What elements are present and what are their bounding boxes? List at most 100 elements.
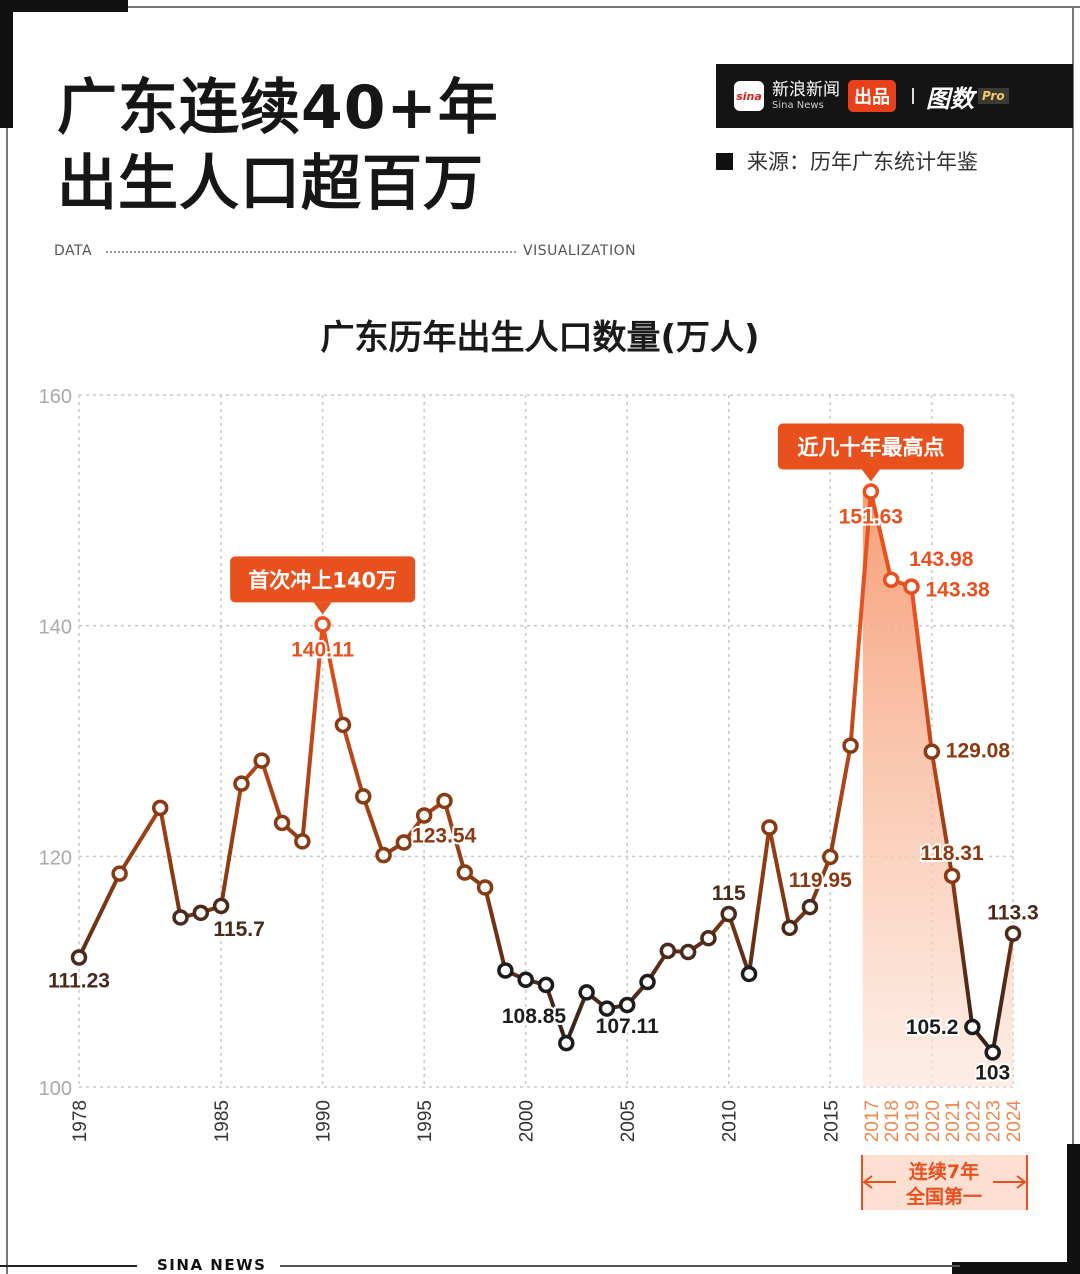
data-label: 118.31 xyxy=(921,842,984,865)
data-label: 151.63 xyxy=(839,506,903,529)
footer-line-right xyxy=(280,1265,960,1267)
x-tick-label: 2020 xyxy=(923,1100,944,1142)
data-point xyxy=(781,919,798,937)
data-point xyxy=(314,616,331,633)
data-point xyxy=(456,864,474,881)
data-label: 143.98 xyxy=(909,548,974,571)
data-label: 140.11 xyxy=(291,638,354,661)
data-label: 119.95 xyxy=(789,869,852,892)
data-point xyxy=(497,962,514,979)
x-tick-label: 2018 xyxy=(882,1100,903,1142)
pro-badge: Pro xyxy=(978,88,1009,104)
data-point xyxy=(476,879,494,896)
data-point xyxy=(700,929,717,947)
footer-brand: SINA NEWS xyxy=(157,1256,267,1274)
data-point xyxy=(822,848,839,866)
x-tick-label: 1990 xyxy=(314,1100,335,1142)
source-note: 来源：历年广东统计年鉴 xyxy=(716,146,978,176)
data-point xyxy=(151,799,169,817)
visualization-label: VISUALIZATION xyxy=(523,243,637,259)
sina-brand: 新浪新闻 Sina News xyxy=(772,79,840,111)
y-tick-label: 140 xyxy=(39,617,72,639)
sina-brand-en: Sina News xyxy=(772,99,824,111)
data-point xyxy=(740,965,758,983)
frame-corner-left xyxy=(0,0,13,128)
data-point xyxy=(801,898,819,916)
callout-first-140: 首次冲上140万 xyxy=(230,556,416,615)
data-point xyxy=(436,792,453,810)
x-tick-label: 1985 xyxy=(212,1100,233,1142)
frame-right-line xyxy=(1072,6,1074,1146)
x-tick-label: 2000 xyxy=(517,1100,538,1142)
callout-highest: 近几十年最高点 xyxy=(777,423,964,482)
x-tick-label: 1978 xyxy=(70,1100,91,1142)
data-point xyxy=(842,737,859,754)
frame-corner-bottom-right xyxy=(1067,1144,1080,1274)
data-point xyxy=(233,775,250,792)
data-point xyxy=(70,949,88,966)
data-label: 113.3 xyxy=(987,902,1038,925)
sina-brand-cn: 新浪新闻 xyxy=(772,79,840,100)
x-tick-label: 2019 xyxy=(902,1100,923,1142)
data-point xyxy=(558,1034,575,1052)
data-label: 115 xyxy=(712,882,746,905)
data-label: 123.54 xyxy=(412,825,477,848)
data-label: 143.38 xyxy=(925,579,990,602)
frame-left-line xyxy=(6,128,8,1274)
data-point xyxy=(172,909,189,926)
data-point xyxy=(192,904,210,922)
data-label: 107.11 xyxy=(596,1015,659,1038)
x-tick-label: 2022 xyxy=(963,1100,984,1142)
x-tick-label: 2023 xyxy=(984,1100,1005,1142)
data-point xyxy=(355,788,372,805)
data-point xyxy=(639,973,656,991)
footer-line-left xyxy=(0,1265,137,1267)
x-tick-label: 2024 xyxy=(1004,1100,1025,1143)
data-label: 115.7 xyxy=(213,918,264,941)
data-point xyxy=(578,984,595,1001)
x-tick-label: 2005 xyxy=(618,1100,639,1142)
svg-text:连续7年: 连续7年 xyxy=(909,1160,979,1183)
title-line-2: 出生人口超百万 xyxy=(57,149,484,219)
brand-bar: sina 新浪新闻 Sina News 出品 图数 Pro xyxy=(716,64,1073,128)
source-text: 来源：历年广东统计年鉴 xyxy=(747,150,978,174)
svg-text:全国第一: 全国第一 xyxy=(905,1185,982,1208)
data-point xyxy=(720,905,737,923)
square-bullet-icon xyxy=(716,152,733,170)
data-point xyxy=(903,578,920,595)
data-point xyxy=(212,897,230,915)
data-point xyxy=(882,571,900,589)
sina-logo-icon: sina xyxy=(734,81,764,111)
frame-top-line xyxy=(128,6,1080,8)
data-point xyxy=(618,996,636,1014)
data-point xyxy=(334,716,352,734)
frame-corner-top xyxy=(0,0,128,12)
produced-badge: 出品 xyxy=(848,80,896,112)
data-point xyxy=(984,1044,1001,1061)
x-tick-label: 2021 xyxy=(943,1100,964,1142)
data-point xyxy=(294,833,311,850)
data-point xyxy=(395,834,413,851)
data-label: DATA xyxy=(54,243,93,259)
data-point xyxy=(517,971,534,988)
y-tick-label: 120 xyxy=(39,847,72,869)
data-point xyxy=(273,814,291,832)
svg-text:近几十年最高点: 近几十年最高点 xyxy=(797,436,944,460)
data-point xyxy=(1004,925,1022,942)
x-tick-label: 2010 xyxy=(720,1100,741,1142)
title-line-1: 广东连续40+年 xyxy=(57,73,499,143)
data-point xyxy=(375,846,392,864)
data-label: 105.2 xyxy=(906,1016,959,1039)
data-point xyxy=(598,1000,616,1017)
svg-text:首次冲上140万: 首次冲上140万 xyxy=(248,568,397,592)
data-point xyxy=(964,1018,981,1036)
y-tick-label: 100 xyxy=(39,1078,72,1100)
data-label: 103 xyxy=(975,1061,1010,1084)
page-title: 广东连续40+年 出生人口超百万 xyxy=(57,70,499,222)
dotted-divider xyxy=(106,251,516,253)
data-point xyxy=(111,865,128,882)
tushu-logo: 图数 xyxy=(926,84,974,113)
data-label: 108.85 xyxy=(502,1005,567,1028)
